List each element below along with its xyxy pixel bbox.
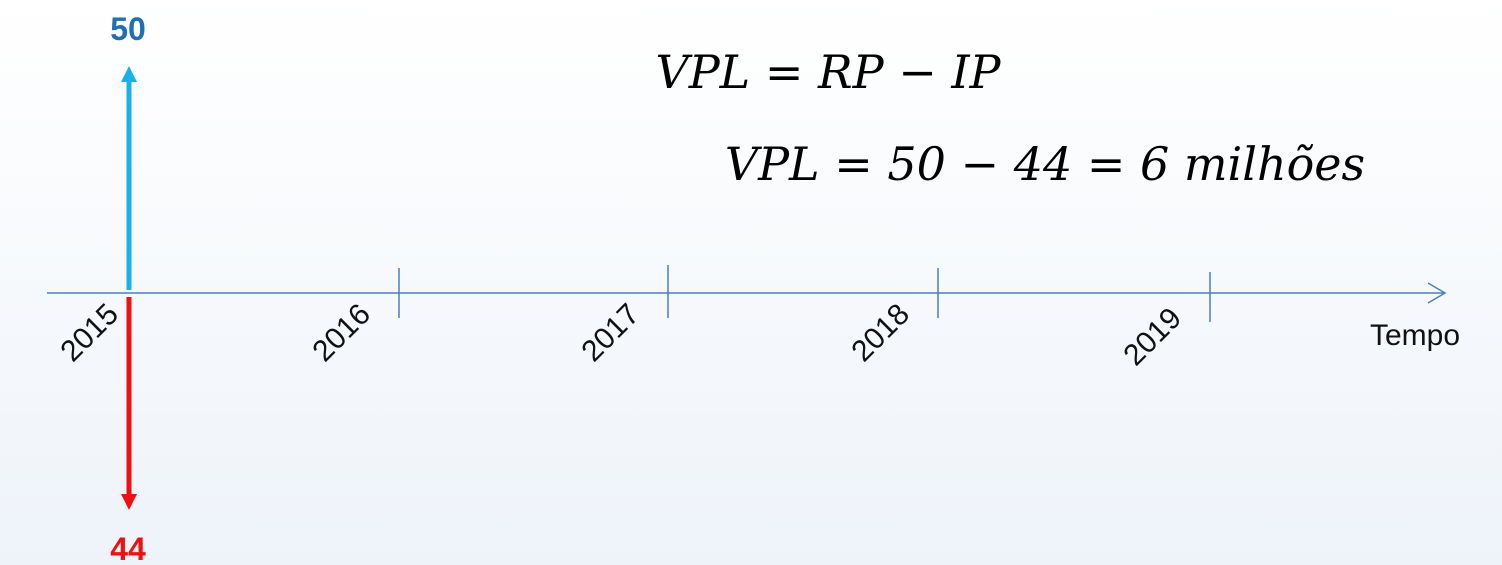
formula: VPL = 50 − 44 = 6 milhões: [725, 137, 1365, 191]
inflow-label: 50: [110, 11, 146, 47]
outflow-arrowhead: [121, 494, 137, 510]
formula: VPL = RP − IP: [656, 45, 1002, 99]
outflow-label: 44: [110, 531, 146, 565]
inflow-arrowhead: [121, 66, 137, 82]
ticks: [398, 265, 1211, 322]
axis-label: Tempo: [1370, 319, 1460, 352]
axis-arrowhead: [1427, 282, 1447, 304]
